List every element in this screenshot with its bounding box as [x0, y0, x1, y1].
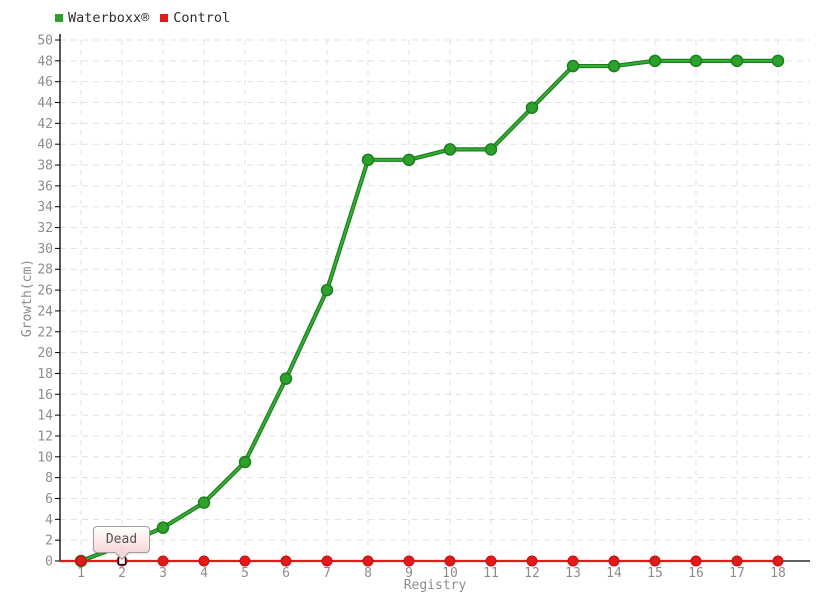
y-tick-label: 34: [37, 200, 53, 215]
control-point[interactable]: [526, 555, 538, 567]
x-tick-label: 1: [77, 566, 85, 581]
waterboxx-point[interactable]: [484, 143, 498, 156]
x-tick-label: 6: [282, 566, 290, 581]
y-tick-label: 46: [37, 75, 53, 90]
x-tick-label: 5: [241, 566, 249, 581]
y-tick-label: 10: [37, 450, 53, 465]
x-tick-label: 13: [565, 566, 581, 581]
control-point[interactable]: [649, 555, 661, 567]
waterboxx-point[interactable]: [730, 54, 744, 68]
legend-label-waterboxx: Waterboxx®: [68, 10, 150, 26]
x-tick-label: 10: [442, 566, 458, 581]
control-point[interactable]: [280, 555, 292, 567]
waterboxx-point[interactable]: [607, 59, 621, 73]
y-tick-label: 30: [37, 242, 53, 257]
waterboxx-point[interactable]: [361, 153, 375, 167]
waterboxx-point[interactable]: [648, 54, 662, 68]
control-point[interactable]: [567, 555, 579, 567]
legend-item-waterboxx[interactable]: Waterboxx®: [55, 10, 149, 26]
y-tick-label: 28: [37, 263, 53, 278]
control-point[interactable]: [731, 555, 743, 567]
y-tick-label: 12: [37, 429, 53, 444]
y-tick-label: 26: [37, 284, 53, 299]
x-tick-label: 2: [118, 566, 126, 581]
x-axis-title: Registry: [404, 578, 467, 593]
legend-label-control: Control: [173, 10, 231, 26]
waterboxx-point[interactable]: [402, 153, 416, 167]
x-tick-label: 11: [483, 566, 499, 581]
legend: Waterboxx® Control: [55, 10, 230, 26]
y-tick-label: 36: [37, 179, 53, 194]
tooltip-text: Dead: [105, 532, 138, 547]
y-tick-label: 0: [45, 555, 53, 570]
waterboxx-point[interactable]: [197, 496, 211, 509]
y-tick-label: 50: [37, 34, 53, 49]
x-tick-label: 18: [770, 566, 786, 581]
y-tick-label: 4: [45, 513, 53, 528]
control-point[interactable]: [690, 555, 702, 567]
y-tick-label: 16: [37, 388, 53, 403]
waterboxx-point[interactable]: [238, 455, 252, 469]
control-point[interactable]: [608, 555, 620, 567]
tooltip: Dead: [93, 526, 150, 560]
waterboxx-point[interactable]: [320, 283, 334, 297]
waterboxx-point[interactable]: [279, 372, 293, 385]
legend-item-control[interactable]: Control: [160, 10, 230, 26]
y-axis-title: Growth(cm): [20, 259, 35, 337]
y-tick-label: 44: [37, 96, 53, 111]
y-tick-label: 24: [37, 304, 53, 319]
y-tick-label: 6: [45, 492, 53, 507]
x-tick-label: 3: [159, 566, 167, 581]
y-tick-label: 48: [37, 54, 53, 69]
y-tick-label: 20: [37, 346, 53, 361]
control-point[interactable]: [198, 555, 210, 567]
control-point[interactable]: [485, 555, 497, 567]
x-tick-label: 9: [405, 566, 413, 581]
waterboxx-point[interactable]: [156, 521, 170, 534]
x-tick-label: 16: [688, 566, 704, 581]
control-point[interactable]: [239, 555, 251, 567]
x-tick-label: 14: [606, 566, 622, 581]
x-tick-label: 17: [729, 566, 745, 581]
waterboxx-point[interactable]: [689, 54, 703, 68]
waterboxx-series-swatch-icon: [55, 14, 63, 22]
y-tick-label: 18: [37, 367, 53, 382]
x-tick-label: 15: [647, 566, 663, 581]
x-tick-label: 7: [323, 566, 331, 581]
control-point[interactable]: [157, 555, 169, 567]
y-tick-label: 32: [37, 221, 53, 236]
y-tick-label: 38: [37, 159, 53, 174]
control-point[interactable]: [362, 555, 374, 567]
y-tick-label: 22: [37, 325, 53, 340]
control-point[interactable]: [772, 555, 784, 567]
x-tick-label: 4: [200, 566, 208, 581]
y-tick-label: 40: [37, 138, 53, 153]
y-tick-label: 14: [37, 409, 53, 424]
waterboxx-line-highlight: [80, 59, 779, 562]
control-point[interactable]: [403, 555, 415, 567]
control-point[interactable]: [75, 555, 87, 567]
control-point[interactable]: [321, 555, 333, 567]
control-series-swatch-icon: [160, 14, 169, 22]
x-tick-label: 12: [524, 566, 540, 581]
waterboxx-point[interactable]: [771, 54, 785, 68]
waterboxx-point[interactable]: [566, 59, 580, 73]
y-tick-label: 8: [45, 471, 53, 486]
control-point[interactable]: [444, 555, 456, 567]
waterboxx-point[interactable]: [525, 101, 539, 114]
y-tick-label: 42: [37, 117, 53, 132]
y-tick-label: 2: [45, 534, 53, 549]
waterboxx-point[interactable]: [443, 143, 457, 156]
x-tick-label: 8: [364, 566, 372, 581]
